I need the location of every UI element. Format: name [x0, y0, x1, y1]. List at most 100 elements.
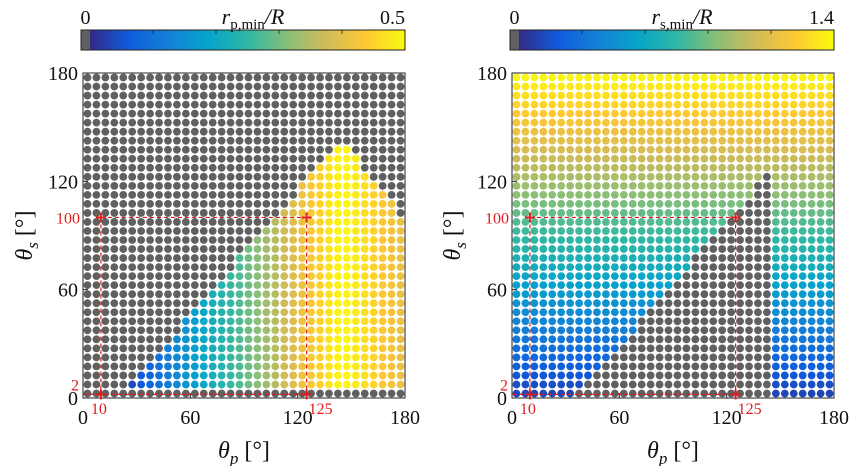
data-point — [557, 73, 566, 82]
data-point — [262, 290, 271, 299]
data-point — [628, 190, 637, 199]
data-point — [798, 272, 807, 281]
data-point — [807, 299, 816, 308]
data-point — [298, 82, 307, 91]
data-point — [745, 317, 753, 326]
data-point — [235, 254, 244, 262]
data-point — [298, 335, 307, 344]
data-point — [539, 82, 548, 91]
data-point — [396, 281, 405, 290]
data-point — [155, 73, 163, 82]
data-point — [146, 172, 154, 181]
data-point — [593, 136, 601, 145]
data-point — [110, 236, 119, 244]
data-point — [316, 317, 324, 326]
data-point — [771, 91, 780, 100]
data-point — [271, 353, 280, 362]
data-point — [181, 290, 190, 299]
data-point — [709, 317, 718, 326]
data-point — [646, 209, 655, 217]
data-point — [646, 371, 655, 380]
data-point — [83, 344, 92, 353]
data-point — [521, 154, 530, 163]
data-point — [754, 181, 762, 190]
data-point — [146, 389, 154, 398]
data-point — [92, 380, 101, 389]
data-point — [610, 380, 619, 389]
data-point — [128, 389, 137, 398]
data-point — [619, 344, 628, 353]
data-point — [682, 100, 691, 109]
data-point — [164, 154, 172, 163]
data-point — [173, 281, 181, 290]
data-point — [807, 326, 816, 335]
data-point — [369, 118, 378, 127]
data-point — [396, 227, 405, 235]
data-point — [378, 353, 387, 362]
data-point — [325, 326, 333, 335]
data-point — [646, 127, 655, 136]
data-point — [780, 109, 789, 118]
data-point — [610, 181, 619, 190]
data-point — [584, 163, 592, 172]
data-point — [789, 118, 798, 127]
data-point — [566, 163, 575, 172]
data-point — [593, 353, 601, 362]
data-point — [262, 245, 271, 253]
data-point — [655, 263, 664, 271]
data-point — [584, 326, 592, 335]
data-point — [351, 118, 360, 127]
data-point — [137, 91, 146, 100]
data-point — [557, 136, 566, 145]
data-point — [253, 209, 262, 217]
data-point — [289, 218, 298, 226]
data-point — [298, 362, 307, 371]
data-point — [727, 209, 736, 217]
data-point — [146, 317, 154, 326]
data-point — [816, 299, 825, 308]
data-point — [780, 91, 789, 100]
data-point — [763, 317, 771, 326]
data-point — [557, 127, 566, 136]
data-point — [262, 154, 271, 163]
data-point — [691, 127, 700, 136]
data-point — [378, 154, 387, 163]
data-point — [682, 344, 691, 353]
data-point — [566, 118, 575, 127]
data-point — [244, 181, 253, 190]
data-point — [342, 344, 351, 353]
data-point — [700, 245, 709, 253]
data-point — [244, 127, 253, 136]
data-point — [217, 127, 226, 136]
data-point — [825, 326, 834, 335]
data-point — [217, 380, 226, 389]
data-point — [610, 154, 619, 163]
data-point — [137, 190, 146, 199]
data-point — [548, 136, 557, 145]
data-point — [253, 172, 262, 181]
data-point — [101, 91, 110, 100]
data-point — [584, 118, 592, 127]
data-point — [298, 218, 307, 226]
data-point — [351, 100, 360, 109]
data-point — [664, 353, 673, 362]
data-point — [316, 100, 324, 109]
data-point — [512, 308, 521, 317]
data-point — [351, 91, 360, 100]
data-point — [628, 145, 637, 154]
data-point — [226, 299, 235, 308]
data-point — [92, 172, 101, 181]
data-point — [155, 335, 163, 344]
data-point — [226, 308, 235, 317]
data-point — [548, 73, 557, 82]
data-point — [173, 82, 181, 91]
data-point — [673, 371, 682, 380]
data-point — [548, 100, 557, 109]
data-point — [691, 371, 700, 380]
data-point — [816, 163, 825, 172]
data-point — [199, 317, 208, 326]
data-point — [164, 254, 172, 262]
data-point — [655, 109, 664, 118]
data-point — [637, 362, 646, 371]
data-point — [602, 326, 610, 335]
